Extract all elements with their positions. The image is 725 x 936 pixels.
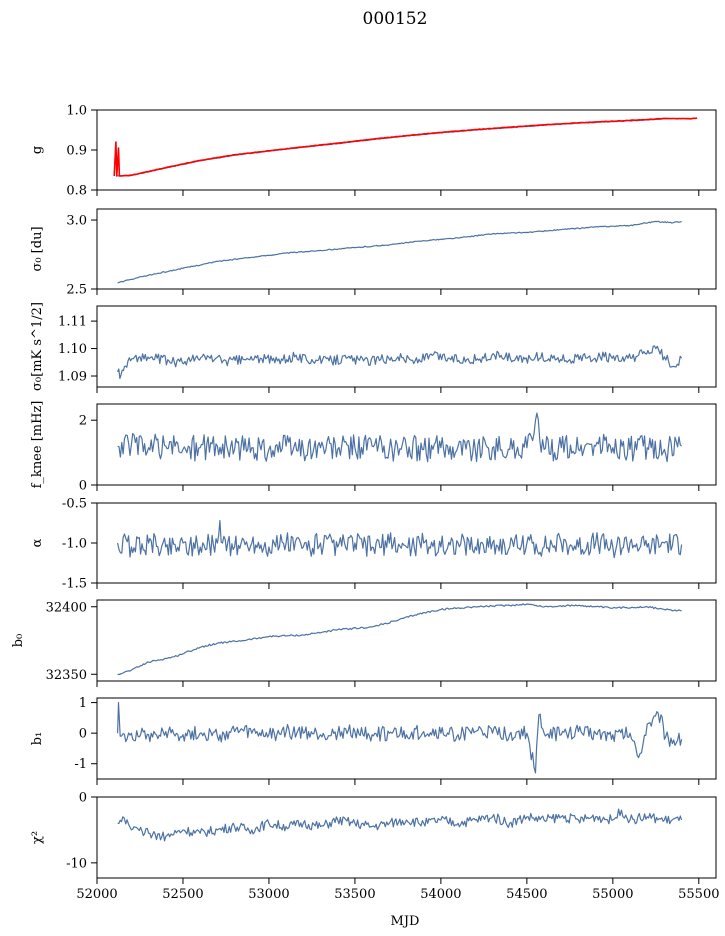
panels: 0.8 0.9 1.0 g 2.5 3.0 σ₀ [du] 1.09 1.10 1.11 σ₀[mK… [11, 104, 719, 903]
series-line-1 [117, 520, 683, 559]
y-tick-label: 1.11 [58, 315, 87, 330]
series-line-1 [117, 117, 682, 177]
x-axis-label: MJD [391, 914, 420, 929]
axes-frame [96, 599, 717, 682]
panel-4: 0 2 f_knee [mHz] [30, 401, 717, 494]
x-tick-label: 53500 [334, 887, 375, 902]
y-tick-label: -1 [74, 757, 87, 772]
y-tick-label: 1.09 [58, 370, 87, 385]
axes-frame [96, 109, 717, 191]
y-tick-label: 0.9 [66, 144, 87, 159]
y-axis-label: b₀ [11, 634, 26, 648]
axes-frame [96, 796, 717, 879]
y-axis-label: σ₀ [du] [30, 226, 45, 271]
y-tick-label: -10 [66, 856, 87, 871]
series-line-1 [117, 345, 683, 379]
panel-7: -1 0 1 b₁ [30, 696, 717, 785]
y-tick-label: 2 [79, 414, 87, 429]
y-tick-label: 2.5 [66, 283, 87, 298]
x-tick-label: 55500 [678, 887, 719, 902]
x-tick-label: 52500 [162, 887, 203, 902]
y-tick-label: -1.0 [62, 537, 87, 552]
x-tick-label: 54000 [420, 887, 461, 902]
series-line-2 [113, 117, 698, 177]
y-axis-label: χ² [30, 831, 45, 844]
series-line-1 [117, 603, 682, 676]
panel-2: 2.5 3.0 σ₀ [du] [30, 208, 717, 298]
y-tick-label: -1.5 [62, 577, 87, 592]
x-tick-label: 52000 [76, 887, 117, 902]
y-axis-label: g [30, 146, 45, 154]
y-tick-label: 1.0 [66, 104, 87, 119]
y-axis-label: f_knee [mHz] [30, 401, 45, 489]
y-tick-label: -0.5 [62, 497, 87, 512]
y-tick-label: 1.10 [58, 342, 87, 357]
y-tick-label: 3.0 [66, 214, 87, 229]
panel-8: -10 0 52000 52500 53000 53500 54000 54500 55000 5… [30, 791, 719, 903]
axes-frame [96, 305, 717, 388]
x-tick-label: 53000 [248, 887, 289, 902]
y-tick-label: 32350 [46, 668, 87, 683]
series-line-1 [117, 808, 683, 842]
y-tick-label: 0 [79, 791, 87, 806]
series-line-1 [117, 412, 682, 463]
y-axis-label: b₁ [30, 732, 45, 746]
axes-frame [96, 697, 717, 780]
panel-3: 1.09 1.10 1.11 σ₀[mK s^1/2] [30, 302, 717, 393]
y-tick-label: 0 [79, 479, 87, 494]
axes-frame [96, 403, 717, 486]
series-line-1 [117, 702, 683, 774]
x-tick-label: 55000 [592, 887, 633, 902]
y-tick-label: 0.8 [66, 184, 87, 199]
y-axis-label: α [30, 538, 45, 547]
y-tick-label: 0 [79, 727, 87, 742]
panel-1: 0.8 0.9 1.0 g [30, 104, 717, 199]
y-tick-label: 1 [79, 696, 87, 711]
x-tick-label: 54500 [506, 887, 547, 902]
y-axis-label: σ₀[mK s^1/2] [30, 302, 45, 391]
panel-6: 32350 32400 b₀ [11, 599, 717, 687]
series-line-1 [117, 220, 682, 284]
y-tick-label: 32400 [46, 600, 87, 615]
axes-frame [96, 208, 717, 290]
figure-title: 000152 [363, 9, 428, 29]
panel-5: -1.5 -1.0 -0.5 α [30, 497, 717, 592]
